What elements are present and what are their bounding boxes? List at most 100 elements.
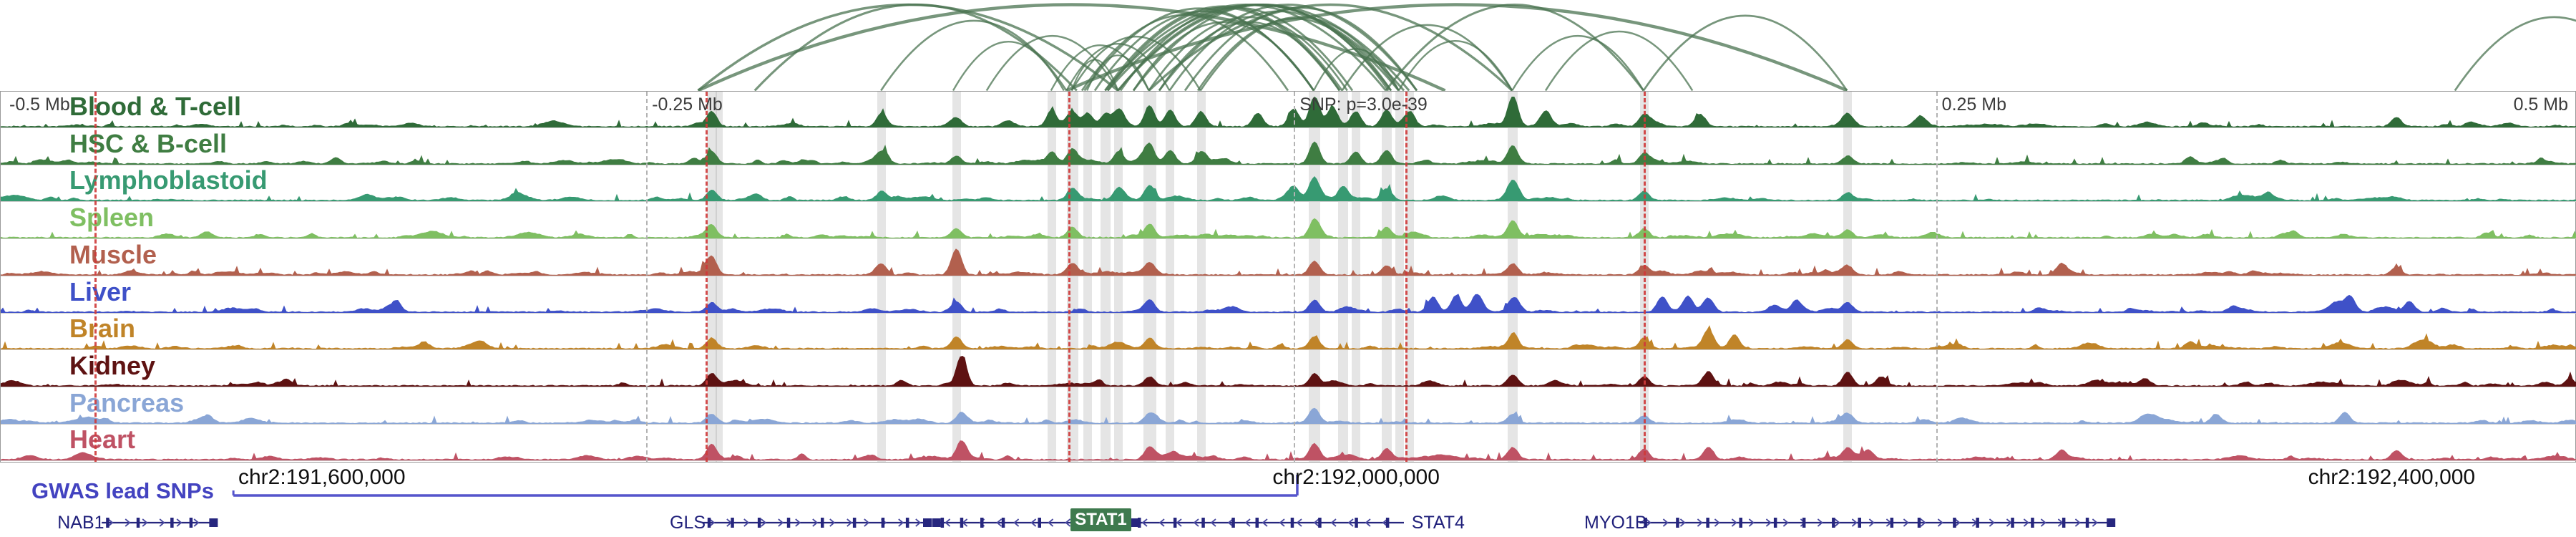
snp-highlight-line [1405, 92, 1408, 462]
interaction-arc[interactable] [2454, 16, 2576, 91]
gene-glyph-nab1[interactable] [102, 518, 218, 528]
interaction-arc[interactable] [1119, 6, 1354, 91]
interaction-arc[interactable] [1397, 40, 1513, 91]
interaction-arc[interactable] [1106, 3, 1405, 91]
highlight-band [706, 92, 717, 462]
track-signal-plot[interactable] [1, 92, 2576, 129]
highlight-band [716, 92, 723, 462]
snp-highlight-line [94, 92, 97, 462]
track-signal-plot[interactable] [1, 240, 2576, 277]
genome-coordinate-label: chr2:191,600,000 [238, 465, 406, 489]
gene-glyph-stat4[interactable] [1129, 518, 1404, 528]
track-signal-plot[interactable] [1, 129, 2576, 166]
signal-track-brain[interactable]: Brain [1, 314, 2576, 351]
snp-highlight-line [1644, 92, 1646, 462]
highlight-band [1351, 92, 1360, 462]
interaction-arc[interactable] [1385, 4, 1644, 91]
signal-track-spleen[interactable]: Spleen [1, 203, 2576, 240]
track-label-spleen: Spleen [69, 203, 155, 233]
signal-track-hsc-b-cell[interactable]: HSC & B-cell [1, 129, 2576, 166]
gene-label-stat1[interactable]: STAT1 [1070, 508, 1131, 531]
highlight-band [1083, 92, 1093, 462]
interaction-arc[interactable] [1158, 4, 1418, 91]
interaction-arc[interactable] [1070, 59, 1119, 91]
signal-track-heart[interactable]: Heart [1, 425, 2576, 462]
signal-track-area: Blood & T-cell HSC & B-cell Lymphoblastoid… [0, 91, 2576, 463]
interaction-arc[interactable] [1086, 54, 1150, 91]
axis-tick-label: 0.25 Mb [1941, 95, 2007, 115]
highlight-band [1381, 92, 1392, 462]
signal-lanes-layer: Blood & T-cell HSC & B-cell Lymphoblastoid… [1, 92, 2576, 462]
interaction-arc[interactable] [1196, 17, 1392, 91]
axis-dashed-gridline [1936, 92, 1938, 462]
highlight-band [1196, 92, 1206, 462]
signal-track-muscle[interactable]: Muscle [1, 240, 2576, 277]
track-label-muscle: Muscle [69, 239, 157, 269]
interaction-arc[interactable] [1544, 31, 1694, 91]
interaction-arc[interactable] [1080, 14, 1289, 91]
highlight-band [1047, 92, 1056, 462]
guide-lines-layer [1, 92, 2575, 462]
signal-track-blood-t-cell[interactable]: Blood & T-cell [1, 92, 2576, 129]
interaction-arc[interactable] [1158, 21, 1341, 91]
gene-glyph-stat1[interactable] [932, 518, 1126, 528]
track-signal-plot[interactable] [1, 165, 2576, 203]
track-label-brain: Brain [69, 314, 136, 344]
track-label-pancreas: Pancreas [69, 387, 185, 417]
interaction-arc[interactable] [1065, 43, 1171, 91]
track-label-kidney: Kidney [69, 350, 156, 380]
axis-tick-label: -0.25 Mb [652, 95, 723, 115]
axis-tick-label: 0.5 Mb [2513, 95, 2568, 115]
track-signal-plot[interactable] [1, 314, 2576, 351]
interaction-arc[interactable] [1132, 21, 1315, 91]
highlight-band [1405, 92, 1415, 462]
interaction-arc[interactable] [1184, 6, 1418, 91]
axis-tick-label: SNP: p=3.0e-39 [1299, 95, 1428, 115]
gene-label-nab1[interactable]: NAB1 [57, 513, 104, 533]
highlight-band [877, 92, 887, 462]
highlight-bands-layer [1, 92, 2575, 462]
gwas-lead-snps-track-label: GWAS lead SNPs [31, 478, 214, 503]
gene-track-canvas[interactable] [0, 463, 2576, 537]
axis-tick-label: -0.5 Mb [9, 95, 70, 115]
interaction-arc[interactable] [697, 3, 1446, 91]
highlight-band [1843, 92, 1853, 462]
track-signal-plot[interactable] [1, 203, 2576, 240]
track-signal-plot[interactable] [1, 351, 2576, 388]
interaction-arc[interactable] [1511, 34, 1644, 91]
gene-label-gls[interactable]: GLS [670, 513, 706, 533]
chromatin-interaction-arc-track[interactable] [0, 0, 2576, 91]
highlight-band [1395, 92, 1404, 462]
gene-glyph-myo1b[interactable] [1639, 518, 2116, 528]
genome-coordinate-label: chr2:192,000,000 [1272, 465, 1440, 489]
coordinate-and-gene-panel: chr2:191,600,000 chr2:192,000,000 chr2:192… [0, 463, 2576, 537]
snp-highlight-line [1068, 92, 1071, 462]
signal-track-liver[interactable]: Liver [1, 277, 2576, 314]
gene-label-stat4[interactable]: STAT4 [1411, 513, 1465, 533]
signal-track-pancreas[interactable]: Pancreas [1, 388, 2576, 425]
gene-glyph-gls[interactable] [703, 518, 932, 528]
highlight-band [1337, 92, 1348, 462]
axis-tick-labels-layer: -0.5 Mb -0.25 Mb SNP: p=3.0e-39 0.25 Mb 0.5 … [1, 92, 2575, 462]
axis-dashed-gridline [646, 92, 648, 462]
snp-highlight-line [705, 92, 708, 462]
highlight-band [1101, 92, 1111, 462]
track-label-liver: Liver [69, 276, 132, 306]
highlight-band [1114, 92, 1123, 462]
signal-track-kidney[interactable]: Kidney [1, 351, 2576, 388]
gene-label-myo1b[interactable]: MYO1B [1584, 513, 1647, 533]
track-label-heart: Heart [69, 425, 136, 455]
interaction-arc[interactable] [1065, 3, 1848, 91]
track-signal-plot[interactable] [1, 388, 2576, 425]
track-signal-plot[interactable] [1, 425, 2576, 462]
track-signal-plot[interactable] [1, 277, 2576, 314]
interaction-arc[interactable] [1070, 35, 1201, 91]
interaction-arc[interactable] [952, 41, 1065, 91]
interaction-arc[interactable] [697, 3, 1119, 91]
interaction-arc[interactable] [1148, 3, 1513, 91]
track-label-blood-t-cell: Blood & T-cell [69, 92, 242, 121]
interaction-arc[interactable] [1642, 14, 1848, 91]
highlight-band [1143, 92, 1156, 462]
signal-track-lymphoblastoid[interactable]: Lymphoblastoid [1, 165, 2576, 203]
